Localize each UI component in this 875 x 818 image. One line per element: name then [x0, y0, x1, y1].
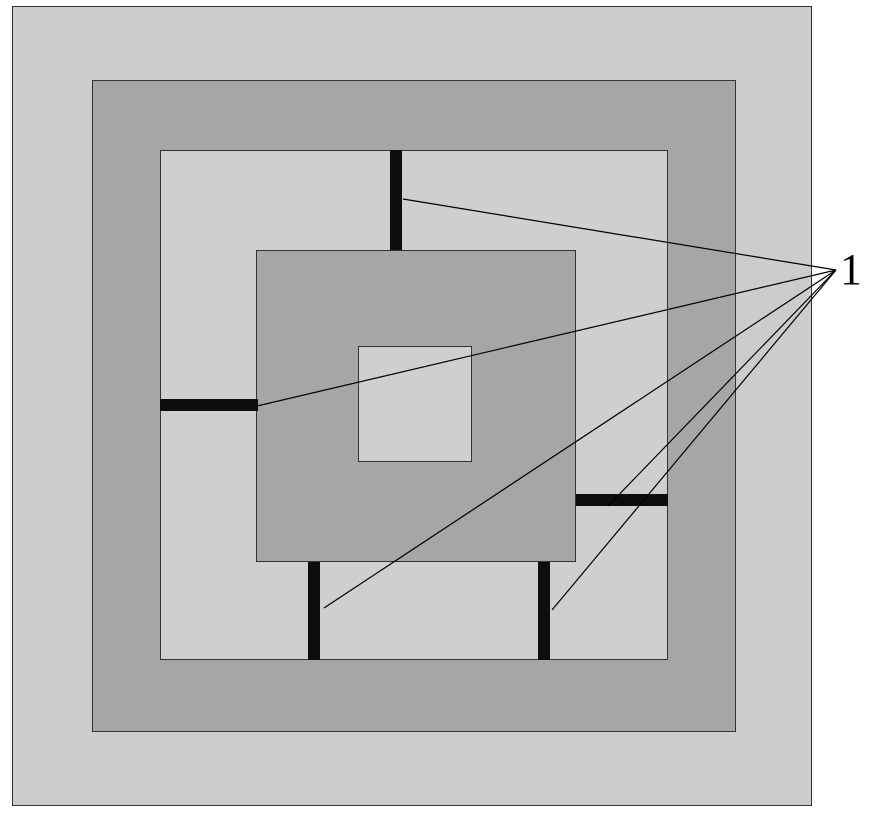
inner-hole-square [358, 346, 472, 462]
callout-label-1: 1 [840, 244, 862, 295]
connector-bar-top [390, 150, 402, 250]
connector-bar-bottom-right [538, 562, 550, 660]
connector-bar-right [576, 494, 668, 506]
connector-bar-bottom-left [308, 562, 320, 660]
diagram-stage: 1 [0, 0, 875, 818]
connector-bar-left [160, 399, 258, 411]
